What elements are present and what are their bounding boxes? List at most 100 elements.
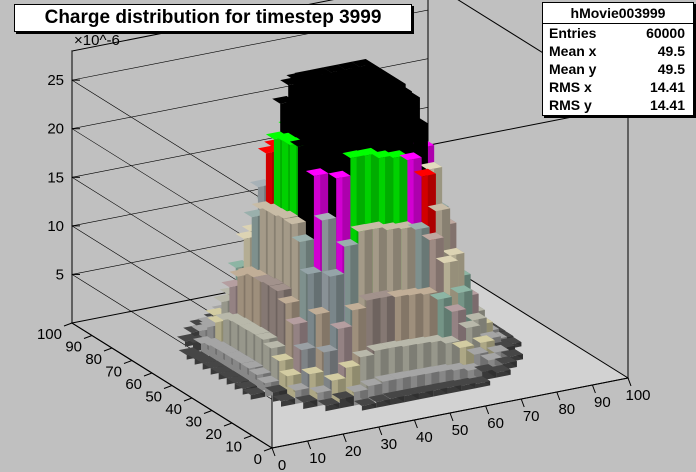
lego-bin-top — [304, 88, 327, 96]
x-tick-label: 50 — [452, 422, 469, 439]
lego-bin-top — [464, 312, 487, 321]
lego-bin-top — [427, 203, 451, 212]
x-tick — [485, 405, 490, 415]
lego-bin-top — [359, 64, 382, 72]
lego-bin-top — [269, 283, 292, 292]
lego-bin-top — [317, 398, 340, 406]
lego-bin-top — [345, 384, 369, 393]
lego-bin-top — [297, 144, 321, 153]
lego-bin-top — [467, 376, 491, 384]
y-tick-label: 40 — [165, 401, 182, 418]
y-tick — [83, 335, 93, 339]
lego-bin-top — [361, 76, 384, 85]
lego-bin-top — [370, 150, 394, 159]
lego-bin-top — [245, 269, 268, 278]
lego-bin-top — [369, 81, 392, 90]
x-tick-label: 30 — [380, 436, 397, 453]
lego-bin-top — [399, 152, 422, 161]
lego-bin-top — [226, 375, 249, 384]
lego-bin-top — [330, 69, 354, 78]
lego-bin-top — [231, 317, 254, 326]
stats-label: Entries — [549, 25, 597, 41]
lego-bin-top — [451, 340, 475, 349]
lego-bin-top — [295, 394, 318, 403]
stats-value: 14.41 — [649, 79, 685, 95]
stats-label: RMS y — [549, 97, 592, 113]
lego-bin-top — [283, 216, 306, 225]
x-tick-label: 100 — [625, 387, 650, 404]
stats-value: 14.41 — [649, 97, 685, 113]
lego-bin-top — [364, 221, 387, 230]
y-tick-label: 20 — [205, 426, 222, 443]
x-tick — [378, 426, 383, 436]
lego-bin-top — [350, 224, 373, 232]
x-tick — [449, 412, 454, 422]
lego-bin-top — [393, 221, 416, 230]
lego-bin-top — [255, 332, 278, 340]
lego-bin-top — [472, 335, 495, 343]
lego-bin-top — [417, 366, 440, 375]
lego-bin-top — [374, 374, 397, 382]
lego-bin-top — [421, 232, 444, 241]
lego-bin-top — [210, 365, 233, 374]
x-tick-label: 80 — [558, 401, 575, 418]
x-tick-label: 40 — [416, 429, 433, 446]
lego-bin-top — [308, 67, 331, 76]
lego-bin-top — [423, 334, 446, 343]
stats-row-mean-x: Mean x 49.5 — [543, 42, 693, 60]
x-tick-label: 0 — [278, 457, 286, 472]
lego-bin-top — [410, 385, 434, 394]
lego-bin-top — [354, 84, 378, 93]
lego-bin-top — [334, 95, 357, 103]
lego-bin-top — [337, 61, 360, 70]
lego-bin-top — [328, 170, 351, 179]
lego-bin-top — [241, 360, 264, 369]
lego-bin-top — [407, 222, 430, 230]
lego-bin-top — [324, 77, 347, 86]
x-tick — [627, 377, 632, 387]
lego-bin-top — [242, 387, 265, 395]
stats-box: hMovie003999 Entries 60000 Mean x 49.5 M… — [542, 2, 694, 116]
lego-bin-top — [458, 320, 481, 329]
x-tick — [591, 384, 596, 394]
y-tick-label: 60 — [125, 376, 142, 393]
y-tick — [103, 347, 113, 352]
z-tick-label: 25 — [47, 72, 64, 89]
lego-bin-top — [415, 287, 438, 295]
y-tick-label: 0 — [254, 451, 262, 468]
lego-bin-top — [442, 247, 465, 256]
y-tick — [143, 372, 153, 377]
lego-bin-top — [474, 364, 497, 372]
x-tick — [520, 398, 525, 408]
lego-bin-top — [287, 383, 310, 391]
lego-bin-top — [289, 138, 313, 147]
stats-row-rms-y: RMS y 14.41 — [543, 96, 693, 114]
lego-bin-top — [443, 304, 467, 312]
lego-bin-top — [291, 234, 314, 243]
lego-bin-top — [288, 78, 311, 86]
x-tick — [413, 419, 418, 429]
lego-bin-top — [342, 150, 365, 159]
stats-label: RMS x — [549, 79, 592, 95]
lego-bin-top — [285, 316, 308, 325]
y-tick-label: 70 — [105, 364, 122, 381]
lego-bin-top — [331, 391, 354, 400]
lego-bin-top — [218, 370, 241, 379]
x-tick-label: 10 — [309, 450, 326, 467]
lego-bin-top — [326, 90, 349, 98]
lego-bin-top — [383, 79, 406, 87]
lego-bin-top — [366, 343, 389, 352]
lego-bin-top — [217, 346, 240, 354]
y-tick — [203, 410, 213, 414]
lego-bin-top — [233, 355, 256, 364]
lego-bin-top — [315, 344, 338, 353]
lego-bin-top — [459, 363, 483, 371]
lego-bin-top — [294, 70, 317, 78]
lego-bin-top — [234, 381, 257, 389]
lego-bin-top — [486, 344, 509, 353]
lego-bin-top — [425, 382, 448, 391]
lego-bin-top — [345, 66, 368, 75]
lego-bin-top — [488, 364, 511, 373]
z-tick-label: 5 — [56, 266, 64, 283]
